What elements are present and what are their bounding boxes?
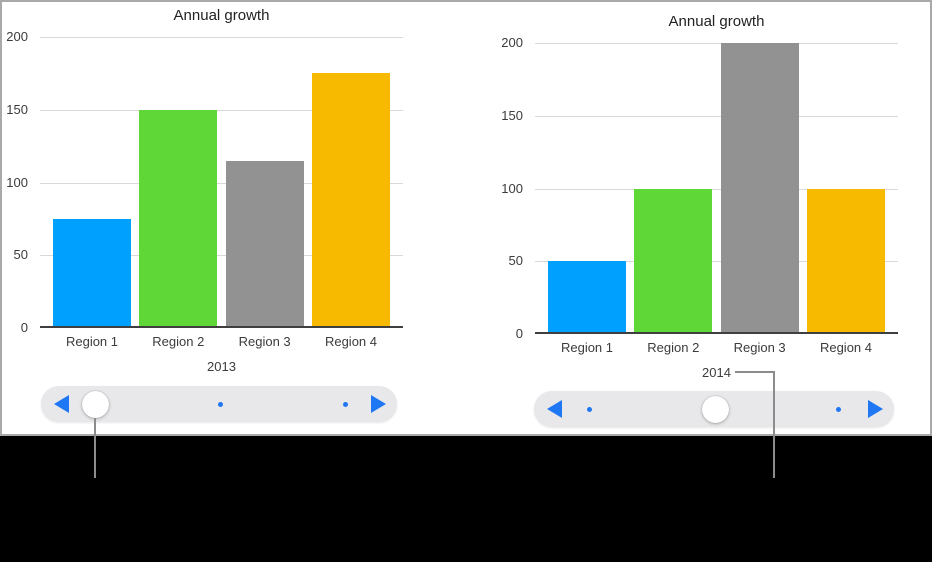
prev-chart-arrow-icon[interactable] xyxy=(547,400,562,418)
page-dot[interactable] xyxy=(836,406,842,412)
y-tick-label: 150 xyxy=(6,101,28,117)
callout-line-left-vertical xyxy=(94,418,96,478)
callout-line-right-vertical xyxy=(773,371,775,478)
y-tick-label: 100 xyxy=(6,174,28,190)
x-category-label: Region 2 xyxy=(647,340,700,355)
y-tick-label: 150 xyxy=(501,107,523,123)
bar-region-1[interactable] xyxy=(53,218,131,328)
y-tick-label: 0 xyxy=(20,320,28,335)
x-labels: Region 1 Region 2 Region 3 Region 4 xyxy=(53,334,390,349)
bar-region-1[interactable] xyxy=(548,261,626,334)
bar-region-2[interactable] xyxy=(634,188,713,334)
page-dot[interactable] xyxy=(217,401,223,407)
chart-scrubber-slider[interactable] xyxy=(41,386,397,422)
gridline-100 xyxy=(40,182,403,184)
x-axis-line xyxy=(535,332,898,334)
x-category-label: Region 2 xyxy=(152,334,205,349)
bar-region-4[interactable] xyxy=(311,73,390,328)
callout-line-right-horizontal xyxy=(735,371,775,373)
next-chart-arrow-icon[interactable] xyxy=(371,395,386,413)
gridline-100 xyxy=(535,188,898,190)
plot-area: 0 50 100 150 200 xyxy=(501,35,898,341)
black-callout-band xyxy=(0,436,932,562)
chart-2013: Annual growth 0 50 100 150 200 Region 1 Regio… xyxy=(0,0,466,436)
x-category-label: Region 3 xyxy=(238,334,291,349)
gridline-200 xyxy=(535,43,898,44)
x-category-label: Region 4 xyxy=(324,334,377,349)
y-tick-label: 200 xyxy=(6,29,28,44)
chart-title: Annual growth xyxy=(173,7,270,24)
x-category-label: Region 3 xyxy=(733,340,786,355)
prev-chart-arrow-icon[interactable] xyxy=(54,395,69,413)
bars xyxy=(53,37,390,328)
page-dot[interactable] xyxy=(586,406,592,412)
bar-region-2[interactable] xyxy=(139,109,218,328)
y-tick-label: 100 xyxy=(501,180,523,196)
bars xyxy=(548,43,885,334)
y-tick-label: 50 xyxy=(508,253,523,269)
chart-title: Annual growth xyxy=(668,13,765,30)
y-tick-label: 0 xyxy=(515,326,523,341)
bar-region-3[interactable] xyxy=(225,160,304,328)
x-category-label: Region 4 xyxy=(819,340,872,355)
chart-2014: Annual growth 0 50 100 150 200 Region 1 Regio… xyxy=(466,6,932,442)
x-labels: Region 1 Region 2 Region 3 Region 4 xyxy=(548,340,885,355)
gridline-50 xyxy=(535,261,898,263)
y-tick-label: 50 xyxy=(13,247,28,263)
bar-region-3[interactable] xyxy=(720,43,799,334)
y-tick-label: 200 xyxy=(501,35,523,50)
next-chart-arrow-icon[interactable] xyxy=(868,400,883,418)
plot-area: 0 50 100 150 200 xyxy=(6,29,403,335)
x-category-label: Region 1 xyxy=(560,340,614,355)
gridline-200 xyxy=(40,37,403,38)
gridline-150 xyxy=(535,115,898,117)
year-label: 2014 xyxy=(702,365,731,380)
x-axis-line xyxy=(40,326,403,328)
year-label: 2013 xyxy=(207,359,236,374)
slider-thumb[interactable] xyxy=(701,395,729,423)
slider-thumb[interactable] xyxy=(81,390,109,418)
bar-region-4[interactable] xyxy=(806,188,885,334)
x-category-label: Region 1 xyxy=(65,334,119,349)
gridline-150 xyxy=(40,109,403,111)
gridline-50 xyxy=(40,255,403,257)
page-dot[interactable] xyxy=(342,401,348,407)
chart-scrubber-slider[interactable] xyxy=(534,391,894,427)
